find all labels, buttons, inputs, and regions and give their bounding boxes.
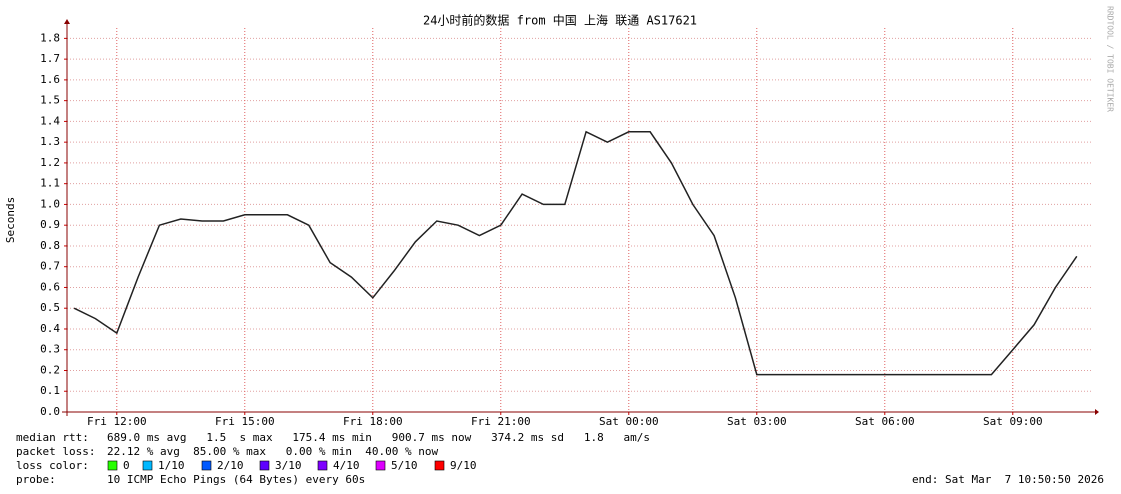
legend-swatch (142, 460, 153, 471)
y-tick-label: 1.7 (40, 52, 60, 65)
x-tick-label: Sat 00:00 (599, 415, 659, 428)
y-tick-label: 1.8 (40, 31, 60, 44)
end-time: end: Sat Mar 7 10:50:50 2026 (912, 473, 1104, 486)
legend-swatch (317, 460, 328, 471)
probe-text: 10 ICMP Echo Pings (64 Bytes) every 60s (107, 473, 365, 486)
y-tick-label: 1.5 (40, 94, 60, 107)
y-tick-label: 0.5 (40, 301, 60, 314)
y-axis-label: Seconds (4, 197, 17, 243)
x-tick-label: Sat 06:00 (855, 415, 915, 428)
y-tick-label: 0.7 (40, 260, 60, 273)
y-tick-label: 1.3 (40, 135, 60, 148)
legend-label: 2/10 (217, 459, 244, 472)
legend-label: 9/10 (450, 459, 477, 472)
legend-label: 3/10 (275, 459, 302, 472)
axis-arrow (1095, 409, 1099, 415)
y-tick-label: 1.6 (40, 73, 60, 86)
legend-swatch (375, 460, 386, 471)
stats-text: 689.0 ms avg 1.5 s max 175.4 ms min 900.… (107, 431, 650, 444)
y-tick-label: 1.2 (40, 156, 60, 169)
x-tick-label: Sat 09:00 (983, 415, 1043, 428)
legend-label: loss color: (16, 459, 89, 472)
axis-arrow (64, 19, 70, 24)
y-tick-label: 0.9 (40, 218, 60, 231)
y-tick-label: 0.4 (40, 322, 60, 335)
stats-text: 22.12 % avg 85.00 % max 0.00 % min 40.00… (107, 445, 439, 458)
y-tick-label: 1.4 (40, 114, 60, 127)
y-tick-label: 1.1 (40, 177, 60, 190)
y-tick-label: 0.0 (40, 405, 60, 418)
legend-label: 1/10 (158, 459, 185, 472)
chart-title: 24小时前的数据 from 中国 上海 联通 AS17621 (423, 13, 697, 28)
y-tick-label: 0.8 (40, 239, 60, 252)
legend-swatch (259, 460, 270, 471)
y-tick-label: 0.3 (40, 343, 60, 356)
legend-label: 5/10 (391, 459, 418, 472)
median-line (73, 130, 1078, 376)
probe-label: probe: (16, 473, 56, 486)
watermark: RRDTOOL / TOBI OETIKER (1106, 6, 1115, 112)
x-tick-label: Sat 03:00 (727, 415, 787, 428)
x-tick-label: Fri 18:00 (343, 415, 403, 428)
x-tick-label: Fri 15:00 (215, 415, 275, 428)
legend-swatch (107, 460, 118, 471)
legend-label: 4/10 (333, 459, 360, 472)
stats-label: median rtt: (16, 431, 89, 444)
y-tick-label: 1.0 (40, 197, 60, 210)
legend-swatch (201, 460, 212, 471)
legend-label: 0 (123, 459, 130, 472)
x-tick-label: Fri 21:00 (471, 415, 531, 428)
y-tick-label: 0.2 (40, 363, 60, 376)
stats-label: packet loss: (16, 445, 95, 458)
y-tick-label: 0.1 (40, 384, 60, 397)
x-tick-label: Fri 12:00 (87, 415, 147, 428)
y-tick-label: 0.6 (40, 280, 60, 293)
legend-swatch (434, 460, 445, 471)
